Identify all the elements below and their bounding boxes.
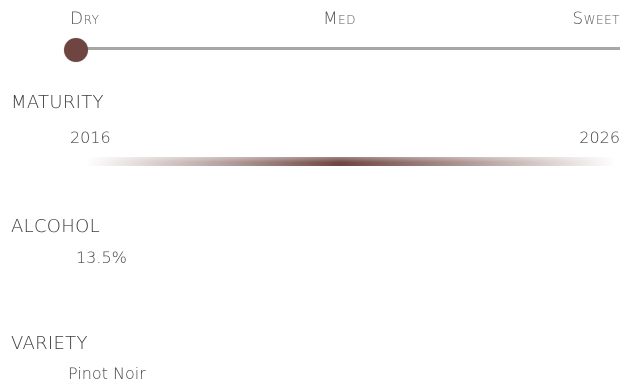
sweetness-track	[76, 47, 620, 50]
alcohol-title: ALCOHOL	[11, 216, 100, 237]
sweetness-label-sweet: Sweet	[572, 9, 620, 29]
variety-value: Pinot Noir	[68, 364, 146, 383]
sweetness-label-dry: Dry	[70, 9, 100, 29]
sweetness-label-med: Med	[323, 9, 356, 29]
maturity-start-year: 2016	[70, 128, 111, 147]
sweetness-indicator	[64, 38, 88, 62]
alcohol-value: 13.5%	[76, 248, 127, 267]
variety-title: VARIETY	[11, 333, 88, 354]
maturity-gradient-bar	[86, 157, 616, 166]
maturity-end-year: 2026	[579, 128, 620, 147]
maturity-title: MATURITY	[11, 92, 104, 113]
